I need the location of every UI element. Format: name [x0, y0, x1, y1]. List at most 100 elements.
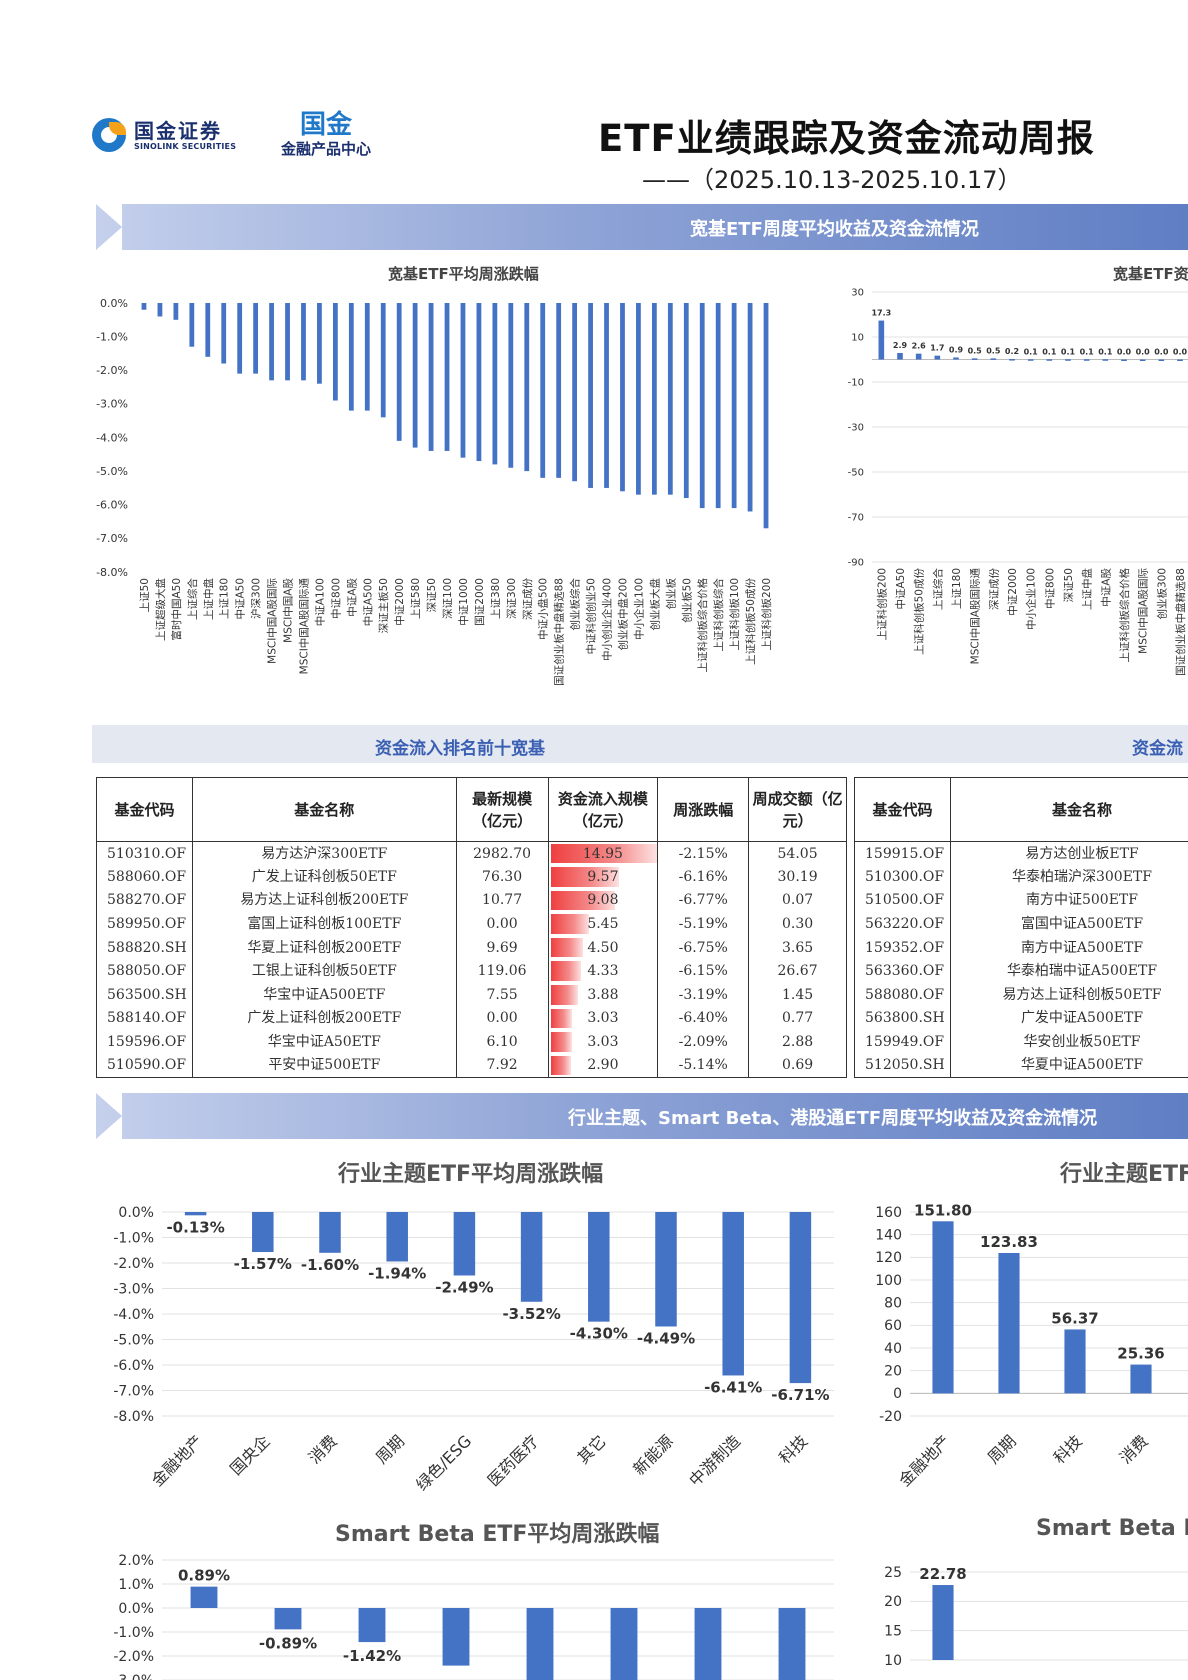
x-category-label: 上证超级大盘: [154, 578, 167, 641]
bar: [444, 303, 450, 451]
bar: [897, 352, 903, 360]
y-tick-label: -7.0%: [96, 532, 128, 545]
fund-size: 76.30: [455, 865, 549, 889]
x-category-label: 上证科创板综合价格: [696, 578, 709, 673]
y-tick-label: -3.0%: [96, 398, 128, 411]
x-category-label: 深证50: [426, 578, 438, 612]
data-label: 0.1: [1098, 347, 1113, 356]
x-category-label: 绿色/ESG: [412, 1431, 475, 1494]
x-category-label: 创业板300: [1155, 568, 1168, 620]
flow-value: 3.03: [587, 1010, 619, 1027]
x-category-label: 深证成份: [522, 578, 534, 620]
th-code-right: 基金代码: [854, 777, 951, 842]
flow-value: 9.57: [587, 868, 619, 885]
data-label: -3.52%: [502, 1305, 560, 1323]
flow-bar: [550, 914, 590, 934]
x-category-label: MSCI中国A股国际: [1137, 568, 1150, 654]
fund-size: 0.00: [455, 1006, 549, 1031]
fund-volume: 3.65: [748, 935, 847, 960]
y-tick-label: 20: [884, 1364, 902, 1380]
bar: [380, 303, 386, 418]
bar: [364, 303, 370, 411]
x-category-label: 中小创业企业400: [601, 578, 614, 661]
y-tick-label: 0: [893, 1386, 902, 1402]
x-category-label: 中证科创创业50: [585, 578, 598, 654]
x-category-label: 国证创业板中盘精选88: [553, 578, 566, 686]
x-category-label: 创业板大盘: [648, 578, 661, 631]
flow-value: 3.03: [587, 1034, 619, 1051]
table-row: 563500.SH 华宝中证A500ETF 7.55 3.88 -3.19% 1.45: [96, 983, 847, 1007]
x-category-label: 深证主板50: [377, 578, 390, 633]
inflow-top10-title: 资金流入排名前十宽基: [375, 739, 545, 759]
fund-flow: 5.45: [547, 912, 659, 936]
y-tick-label: 0.0%: [118, 1205, 154, 1221]
y-tick-label: 10: [851, 333, 864, 344]
bar: [428, 303, 434, 451]
fund-name: 富国中证A500ETF: [949, 912, 1188, 936]
x-category-label: 上证科创板200: [760, 578, 773, 651]
fund-name: 工银上证科创板50ETF: [191, 959, 457, 984]
x-category-label: 沪深300: [250, 578, 263, 619]
bar: [655, 1212, 677, 1327]
y-tick-label: -6.0%: [113, 1358, 154, 1374]
y-tick-label: -70: [848, 513, 864, 524]
fund-flow: 2.90: [547, 1053, 659, 1078]
table-row: 510310.OF 易方达沪深300ETF 2982.70 14.95 -2.15% 54…: [96, 841, 847, 866]
y-tick-label: 0.0%: [100, 297, 128, 310]
bar: [205, 303, 211, 357]
bar: [1065, 359, 1071, 361]
data-label: -2.49%: [435, 1278, 493, 1296]
x-category-label: 中证A50: [894, 568, 907, 610]
y-tick-label: -4.0%: [96, 431, 128, 444]
fund-return: -6.15%: [657, 959, 750, 984]
table-row: 510590.OF 平安中证500ETF 7.92 2.90 -5.14% 0.69: [96, 1053, 847, 1078]
fund-volume: 0.30: [748, 912, 847, 936]
x-category-label: 上证科创板综合价格: [1118, 568, 1131, 663]
bar: [386, 1212, 408, 1262]
fund-code: 512050.SH: [854, 1053, 951, 1078]
y-tick-label: -90: [848, 558, 864, 569]
x-category-label: 上证科创板50成份: [913, 568, 926, 655]
industry-section-title: 行业主题、Smart Beta、港股通ETF周度平均收益及资金流情况: [568, 1108, 1098, 1129]
industry-return-chart-title: 行业主题ETF平均周涨跌幅: [338, 1162, 604, 1187]
x-category-label: 中证1000: [457, 578, 470, 626]
x-category-label: 中证800: [1043, 568, 1056, 609]
bar: [651, 303, 657, 495]
y-tick-label: -50: [848, 468, 864, 479]
fund-return: -6.16%: [657, 865, 750, 889]
fund-volume: 0.77: [748, 1006, 847, 1031]
flow-value: 14.95: [582, 845, 623, 862]
bar: [520, 1212, 543, 1302]
logo-cn-text: 国金证券: [134, 118, 222, 143]
fund-flow: 9.08: [547, 888, 659, 913]
bar: [442, 1608, 470, 1666]
report-title: ETF业绩跟踪及资金流动周报: [598, 117, 1095, 160]
table-row: 588270.OF 易方达上证科创板200ETF 10.77 9.08 -6.77% 0.…: [96, 888, 847, 913]
bar: [778, 1608, 806, 1680]
bar: [636, 303, 641, 495]
bar: [990, 358, 997, 360]
data-label: 0.89%: [178, 1567, 230, 1585]
fund-name: 易方达上证科创板200ETF: [191, 888, 457, 913]
y-tick-label: -1.0%: [113, 1625, 154, 1641]
x-category-label: 创业板综合: [569, 578, 582, 631]
bar: [699, 303, 705, 509]
data-label: 0.0: [1154, 348, 1169, 357]
data-label: -0.13%: [166, 1218, 224, 1236]
data-label: 2.6: [912, 342, 927, 351]
y-tick-label: 100: [875, 1273, 902, 1289]
fund-size: 10.77: [455, 888, 549, 913]
flow-bar: [550, 1008, 573, 1029]
x-category-label: 国证2000: [474, 578, 486, 626]
fund-flow: 3.88: [547, 983, 659, 1007]
fund-size: 9.69: [455, 935, 549, 960]
bar: [141, 303, 147, 310]
x-category-label: 创业板: [664, 578, 677, 610]
x-category-label: 中证A100: [313, 578, 326, 626]
broad-return-chart-title: 宽基ETF平均周涨跌幅: [388, 265, 539, 283]
fund-volume: 26.67: [748, 959, 847, 984]
bar: [915, 353, 922, 360]
x-category-label: 上证中盘: [202, 578, 215, 620]
x-category-label: 中证800: [329, 578, 342, 619]
bar: [1130, 1364, 1152, 1394]
